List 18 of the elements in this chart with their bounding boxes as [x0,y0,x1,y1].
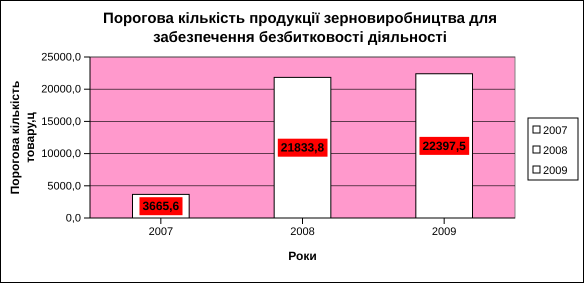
y-tick-label: 20000,0 [41,84,81,96]
data-label: 21833,8 [280,140,325,155]
x-tick-label: 2007 [148,226,174,238]
y-tick-label: 0,0 [66,212,81,225]
legend-label: 2008 [543,145,568,157]
y-tick-label: 5000,0 [47,180,81,192]
chart-title: Порогова кількість продукції зерновиробництва для забезпечення безбитковості діяльності [103,10,497,46]
y-tick-label: 25000,0 [41,52,81,64]
x-tick-label: 2009 [432,226,456,238]
data-label: 22397,5 [422,138,466,153]
y-tick-label: 15000,0 [41,116,81,128]
data-label: 3665,6 [142,199,180,214]
x-tick-label: 2008 [290,226,315,238]
y-tick-label: 10000,0 [41,148,81,160]
x-axis-title: Роки [288,249,317,263]
legend-label: 2009 [543,165,568,177]
legend-label: 2007 [543,125,568,137]
y-axis-title: Порогова кількість товару,ц [8,80,37,194]
